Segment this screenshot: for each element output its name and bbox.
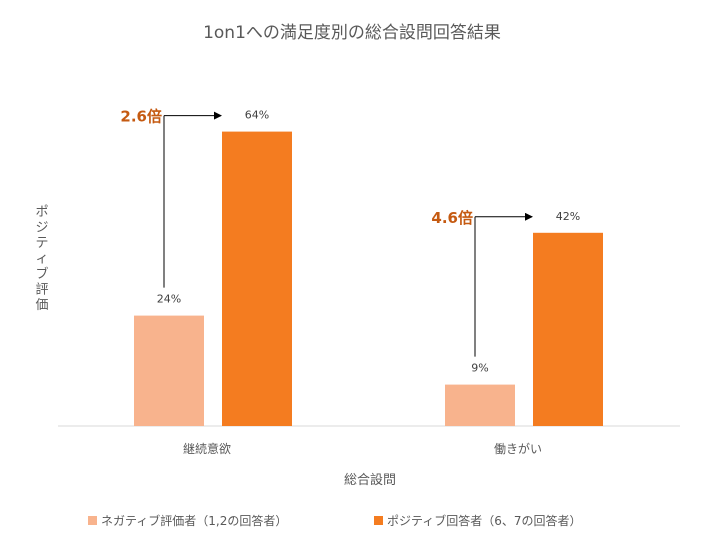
ratio-label-1: 4.6倍 bbox=[431, 209, 473, 227]
legend-label-0: ネガティブ評価者（1,2の回答者） bbox=[101, 513, 287, 528]
legend: ネガティブ評価者（1,2の回答者） ポジティブ回答者（6、7の回答者） bbox=[88, 513, 582, 528]
ratio-label-0: 2.6倍 bbox=[120, 108, 162, 126]
y-axis-label-char: テ bbox=[35, 236, 48, 251]
data-label-s0-c1: 9% bbox=[471, 362, 488, 375]
bar-s0-c1 bbox=[445, 384, 515, 426]
y-axis-label-char: 評 bbox=[35, 283, 48, 298]
y-axis-label-char: ポ bbox=[35, 205, 48, 220]
bar-s0-c0 bbox=[134, 315, 204, 426]
y-axis-label-char: 価 bbox=[35, 298, 48, 313]
x-axis-label: 総合設問 bbox=[344, 472, 396, 488]
legend-label-1: ポジティブ回答者（6、7の回答者） bbox=[387, 513, 582, 528]
data-label-s1-c1: 42% bbox=[556, 210, 580, 223]
legend-swatch-0 bbox=[88, 516, 97, 525]
bar-s1-c1 bbox=[533, 232, 603, 426]
category-label-1: 働きがい bbox=[494, 441, 542, 456]
y-axis-label-char: ブ bbox=[35, 266, 48, 282]
data-label-s0-c0: 24% bbox=[157, 293, 181, 306]
chart-title: 1on1への満足度別の総合設問回答結果 bbox=[203, 23, 501, 43]
y-axis-label-char: ィ bbox=[35, 252, 48, 267]
data-label-s1-c0: 64% bbox=[245, 109, 269, 122]
category-label-0: 継続意欲 bbox=[183, 441, 231, 456]
legend-swatch-1 bbox=[374, 516, 383, 525]
y-axis-label-char: ジ bbox=[35, 221, 48, 236]
bar-s1-c0 bbox=[222, 131, 292, 426]
